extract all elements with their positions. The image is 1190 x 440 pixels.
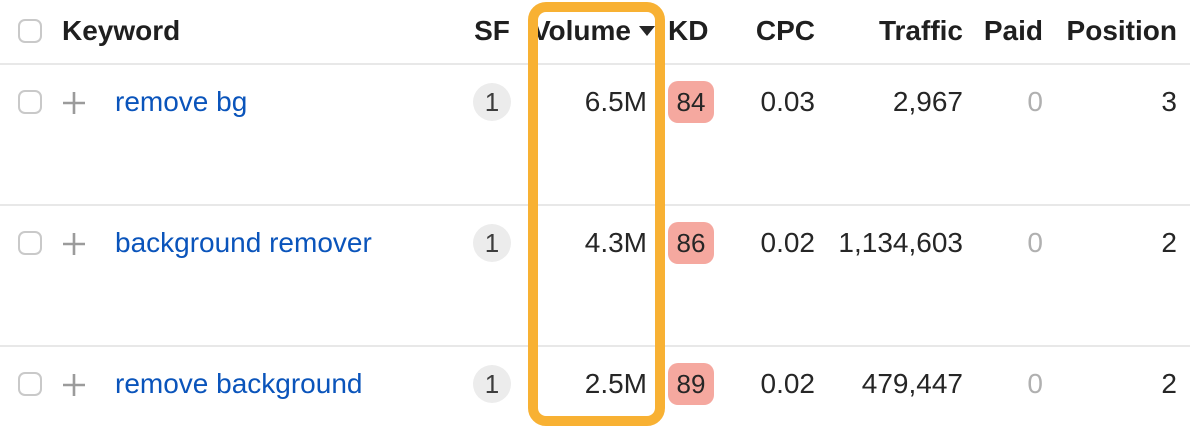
add-keyword-button[interactable] bbox=[59, 370, 89, 400]
row-checkbox[interactable] bbox=[18, 372, 42, 396]
column-header-traffic[interactable]: Traffic bbox=[878, 15, 963, 46]
volume-value: 4.3M bbox=[584, 227, 647, 258]
row-checkbox[interactable] bbox=[18, 231, 42, 255]
table-row: remove background 1 2.5M 89 0.02 479,447… bbox=[0, 345, 1190, 440]
keyword-link[interactable]: background remover bbox=[115, 227, 372, 258]
position-value: 2 bbox=[1161, 368, 1177, 399]
paid-value: 0 bbox=[1027, 86, 1043, 117]
add-keyword-button[interactable] bbox=[59, 88, 89, 118]
table-header-row: Keyword SF Volume KD CPC Traffic Paid Po… bbox=[0, 0, 1190, 63]
traffic-value: 479,447 bbox=[861, 368, 963, 399]
cpc-value: 0.02 bbox=[760, 368, 816, 399]
sf-badge[interactable]: 1 bbox=[473, 224, 511, 262]
column-header-sf[interactable]: SF bbox=[474, 15, 510, 46]
position-value: 3 bbox=[1161, 86, 1177, 117]
row-checkbox[interactable] bbox=[18, 90, 42, 114]
kd-badge: 84 bbox=[668, 81, 714, 123]
position-value: 2 bbox=[1161, 227, 1177, 258]
add-keyword-button[interactable] bbox=[59, 229, 89, 259]
column-header-cpc[interactable]: CPC bbox=[755, 15, 815, 46]
keyword-link[interactable]: remove bg bbox=[115, 86, 248, 117]
paid-value: 0 bbox=[1027, 368, 1043, 399]
cpc-value: 0.02 bbox=[760, 227, 816, 258]
column-header-kd[interactable]: KD bbox=[668, 15, 709, 46]
volume-value: 2.5M bbox=[584, 368, 647, 399]
sf-badge[interactable]: 1 bbox=[473, 365, 511, 403]
plus-icon bbox=[63, 92, 85, 114]
keyword-link[interactable]: remove background bbox=[115, 368, 363, 399]
select-all-checkbox[interactable] bbox=[18, 19, 42, 43]
sf-badge[interactable]: 1 bbox=[473, 83, 511, 121]
column-header-volume[interactable]: Volume bbox=[532, 0, 655, 61]
paid-value: 0 bbox=[1027, 227, 1043, 258]
kd-badge: 86 bbox=[668, 222, 714, 264]
kd-badge: 89 bbox=[668, 363, 714, 405]
sort-desc-icon bbox=[639, 25, 655, 36]
traffic-value: 2,967 bbox=[892, 86, 963, 117]
table-row: remove bg 1 6.5M 84 0.03 2,967 0 3 bbox=[0, 63, 1190, 204]
column-header-position[interactable]: Position bbox=[1066, 15, 1177, 46]
traffic-value: 1,134,603 bbox=[838, 227, 963, 258]
column-header-keyword[interactable]: Keyword bbox=[62, 15, 181, 46]
column-header-paid[interactable]: Paid bbox=[983, 15, 1043, 46]
table-row: background remover 1 4.3M 86 0.02 1,134,… bbox=[0, 204, 1190, 345]
volume-header-label: Volume bbox=[531, 15, 631, 46]
volume-value: 6.5M bbox=[584, 86, 647, 117]
plus-icon bbox=[63, 374, 85, 396]
cpc-value: 0.03 bbox=[760, 86, 816, 117]
plus-icon bbox=[63, 233, 85, 255]
